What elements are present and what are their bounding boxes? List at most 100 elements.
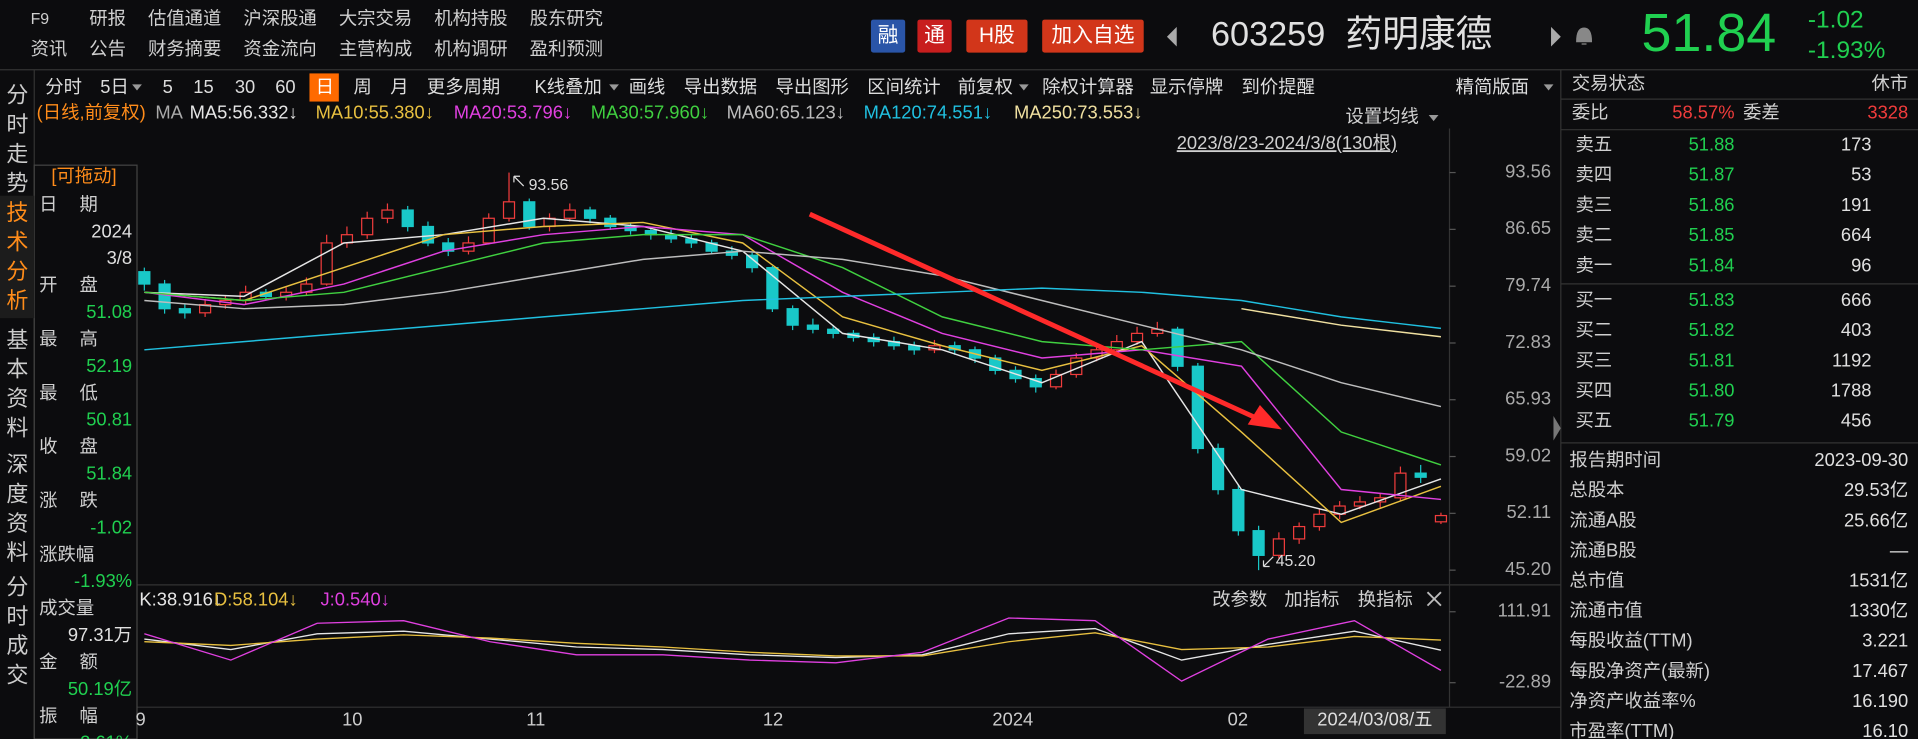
badge-label[interactable]: 融 [878, 24, 899, 47]
kdj-line [144, 617, 1442, 682]
book-price: 51.83 [1689, 289, 1735, 310]
badge[interactable] [1042, 19, 1144, 53]
toolbar-item[interactable]: 前复权 [958, 76, 1013, 97]
toolbar-item[interactable]: 月 [390, 76, 408, 97]
badge[interactable] [870, 19, 906, 53]
candle-body [1110, 340, 1123, 351]
ma-setting[interactable]: 设置均线 [1346, 105, 1419, 126]
candle-body [563, 209, 576, 219]
menu-item[interactable]: 财务摘要 [148, 38, 221, 59]
dropdown-caret[interactable] [132, 84, 142, 91]
book-price: 51.88 [1689, 133, 1735, 154]
candle-body [1313, 513, 1326, 528]
book-volume: 403 [1841, 319, 1872, 340]
y-tick-label: 45.20 [1505, 558, 1551, 579]
y-tick-label: 52.11 [1506, 501, 1551, 522]
dropdown-caret[interactable] [609, 84, 619, 91]
tab-active [0, 195, 35, 319]
menu-item[interactable]: F9 [31, 11, 50, 28]
menu-item[interactable]: 大宗交易 [339, 7, 412, 28]
candle-body [361, 217, 374, 236]
toolbar-item[interactable]: 显示停牌 [1150, 76, 1223, 97]
indicator-button[interactable]: 换指标 [1358, 589, 1413, 610]
collapse-handle[interactable] [1553, 415, 1561, 441]
toolbar-item[interactable]: 30 [235, 76, 255, 97]
toolbar-item[interactable]: 区间统计 [867, 76, 940, 97]
toolbar-item[interactable]: 周 [354, 76, 372, 97]
info-label: 成交量 [39, 597, 94, 618]
bell[interactable] [1576, 27, 1593, 45]
book-volume: 191 [1841, 194, 1872, 215]
side-tab[interactable]: 基本资料 [3, 328, 28, 445]
info-value: 3/8 [107, 247, 133, 268]
y-tick-label: 59.02 [1505, 444, 1551, 465]
menu-item[interactable]: 资金流向 [243, 38, 316, 59]
toolbar-item[interactable]: 导出图形 [776, 76, 849, 97]
menu-item[interactable]: 估值通道 [148, 7, 221, 28]
menu-item[interactable]: 资讯 [31, 38, 68, 59]
book-price: 51.85 [1689, 224, 1735, 245]
next-arrow[interactable] [1551, 26, 1561, 47]
badge[interactable] [917, 19, 952, 53]
book-price: 51.81 [1689, 349, 1735, 370]
period-active[interactable] [309, 73, 339, 102]
toolbar-item[interactable]: 15 [193, 76, 213, 97]
candle-body [442, 242, 455, 252]
annotation-arrow [1262, 556, 1274, 568]
toolbar-item[interactable]: 日 [316, 76, 334, 97]
close-icon[interactable] [1426, 591, 1442, 607]
menu-item[interactable]: 股东研究 [530, 7, 603, 28]
candle-body [199, 303, 212, 314]
info-value: 51.84 [86, 463, 132, 484]
ma-prefix: MA [155, 102, 183, 123]
badge-label[interactable]: 通 [924, 24, 945, 47]
side-tab[interactable]: 分时走势 [3, 83, 28, 200]
menu-item[interactable]: 公告 [89, 38, 126, 59]
menu-item[interactable]: 主营构成 [339, 38, 412, 59]
info-label: 收盘 [39, 436, 120, 457]
badge-label[interactable]: H股 [979, 24, 1015, 47]
book-price: 51.82 [1689, 319, 1735, 340]
info-label: 日期 [39, 193, 120, 214]
toolbar-item[interactable]: 5 [163, 76, 173, 97]
indicator-button[interactable]: 改参数 [1212, 589, 1267, 610]
menu-item[interactable]: 研报 [89, 7, 126, 28]
menu-item[interactable]: 盈利预测 [530, 38, 603, 59]
toolbar-item[interactable]: 画线 [629, 76, 666, 97]
toolbar-item[interactable]: 导出数据 [684, 76, 757, 97]
dropdown-caret[interactable] [1543, 84, 1554, 91]
side-tab[interactable]: 深度资料 [3, 453, 28, 570]
menu-item[interactable]: 机构持股 [434, 7, 507, 28]
candle-body [259, 291, 273, 297]
candle-body [523, 201, 536, 228]
menu-item[interactable]: 机构调研 [434, 38, 507, 59]
book-label: 卖三 [1576, 194, 1613, 215]
prev-arrow[interactable] [1166, 26, 1177, 47]
toolbar-item[interactable]: 除权计算器 [1042, 76, 1134, 97]
candle-body [1232, 488, 1245, 532]
toolbar-item[interactable]: 5日 [100, 76, 129, 97]
panel-label: 委比 [1572, 102, 1609, 123]
badge-label[interactable]: 加入自选 [1051, 24, 1134, 47]
kdj-legend: J:0.540↓ [320, 589, 389, 610]
indicator-button[interactable]: 加指标 [1284, 589, 1339, 610]
toolbar-item[interactable]: 精简版面 [1456, 76, 1529, 97]
side-tab[interactable]: 分时成交 [3, 575, 28, 692]
badge[interactable] [966, 19, 1028, 53]
panel-value: 3328 [1867, 102, 1908, 123]
menu-item[interactable]: 沪深股通 [243, 7, 316, 28]
dropdown-caret[interactable] [1428, 115, 1439, 122]
side-tab[interactable]: 技术分析 [3, 201, 28, 318]
candle-body [746, 254, 759, 269]
y-tick-label: -22.89 [1499, 671, 1551, 692]
toolbar-item[interactable]: 分时 [45, 76, 82, 97]
toolbar-item[interactable]: 60 [275, 76, 295, 97]
fund-label: 总股本 [1569, 479, 1624, 500]
toolbar-item[interactable]: 到价提醒 [1242, 76, 1315, 97]
toolbar-item[interactable]: 更多周期 [427, 76, 500, 97]
candle-body [1394, 472, 1407, 499]
info-value: -1.93% [74, 570, 132, 591]
dropdown-caret[interactable] [1018, 84, 1029, 91]
toolbar-item[interactable]: K线叠加 [535, 76, 602, 97]
panel-label: 委差 [1743, 102, 1780, 123]
